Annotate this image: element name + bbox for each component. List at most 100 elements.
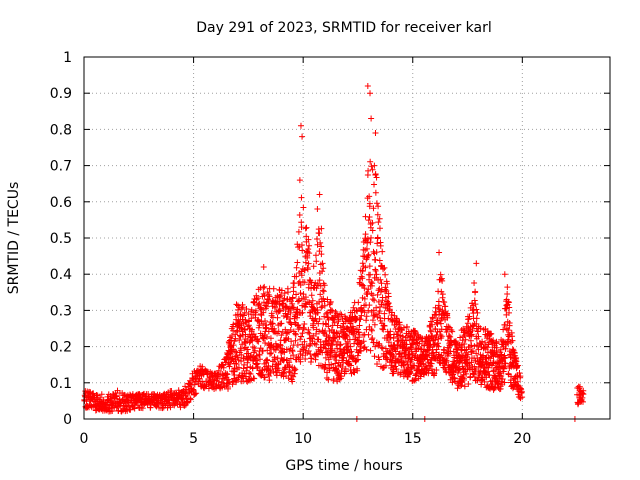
data-point <box>337 341 344 348</box>
data-point <box>372 130 379 137</box>
data-point <box>368 336 375 343</box>
data-point <box>298 272 305 279</box>
data-point <box>266 377 273 384</box>
data-point <box>256 300 263 307</box>
data-point <box>339 315 346 322</box>
data-point <box>321 302 328 309</box>
data-point <box>226 379 233 386</box>
data-point <box>316 248 323 255</box>
data-points <box>81 82 587 422</box>
data-point <box>471 280 478 287</box>
x-tick-label: 5 <box>189 431 198 447</box>
data-point <box>290 288 297 295</box>
data-point <box>168 387 175 394</box>
data-point <box>318 243 325 250</box>
data-point <box>400 324 407 331</box>
data-point <box>325 316 332 323</box>
data-point <box>407 332 414 339</box>
data-point <box>368 278 375 285</box>
data-point <box>474 309 481 316</box>
data-point <box>403 337 410 344</box>
data-point <box>372 189 379 196</box>
data-point <box>324 296 331 303</box>
data-point <box>375 203 382 210</box>
data-point <box>305 326 312 333</box>
data-point <box>323 375 330 382</box>
data-point <box>347 343 354 350</box>
data-point <box>310 263 317 270</box>
data-point <box>377 303 384 310</box>
data-point <box>266 293 273 300</box>
data-point <box>247 377 254 384</box>
chart-title: Day 291 of 2023, SRMTID for receiver kar… <box>196 20 492 36</box>
data-point <box>325 323 332 330</box>
data-point <box>332 360 339 367</box>
data-point <box>367 239 374 246</box>
data-point <box>376 356 383 363</box>
data-point <box>193 390 200 397</box>
data-point <box>358 312 365 319</box>
data-point <box>242 373 249 380</box>
data-point <box>241 326 248 333</box>
data-point <box>220 364 227 371</box>
data-point <box>278 332 285 339</box>
data-point <box>327 300 334 307</box>
data-point <box>236 337 243 344</box>
data-point <box>297 290 304 297</box>
data-point <box>371 312 378 319</box>
y-tick-label: 0.6 <box>50 195 72 211</box>
data-point <box>338 373 345 380</box>
data-point <box>182 383 189 390</box>
data-point <box>375 219 382 226</box>
data-point <box>228 337 235 344</box>
data-point <box>372 343 379 350</box>
data-point <box>380 266 387 273</box>
y-tick-label: 1 <box>63 50 72 66</box>
data-point <box>262 325 269 332</box>
data-point <box>362 231 369 238</box>
data-point <box>577 383 584 390</box>
data-point <box>334 322 341 329</box>
data-point <box>300 326 307 333</box>
data-point <box>332 334 339 341</box>
data-point <box>473 315 480 322</box>
data-point <box>373 200 380 207</box>
data-point <box>357 348 364 355</box>
data-point <box>316 230 323 237</box>
data-point <box>403 341 410 348</box>
data-point <box>343 332 350 339</box>
data-point <box>329 342 336 349</box>
data-point <box>297 122 304 129</box>
data-point <box>365 331 372 338</box>
data-point <box>238 358 245 365</box>
data-point <box>322 364 329 371</box>
data-point <box>298 241 305 248</box>
data-point <box>277 307 284 314</box>
data-point <box>269 320 276 327</box>
data-point <box>384 280 391 287</box>
data-point <box>282 326 289 333</box>
data-point <box>289 347 296 354</box>
data-point <box>437 276 444 283</box>
data-point <box>219 361 226 368</box>
data-point <box>287 369 294 376</box>
data-point <box>215 367 222 374</box>
data-point <box>367 271 374 278</box>
data-point <box>381 264 388 271</box>
data-point <box>328 347 335 354</box>
data-point <box>265 291 272 298</box>
data-point <box>377 276 384 283</box>
data-point <box>372 256 379 263</box>
data-point <box>355 356 362 363</box>
data-point <box>364 291 371 298</box>
y-tick-label: 0 <box>63 412 72 428</box>
data-point <box>283 330 290 337</box>
data-point <box>274 314 281 321</box>
data-point <box>261 283 268 290</box>
data-point <box>368 327 375 334</box>
y-tick-label: 0.4 <box>50 267 72 283</box>
data-point <box>361 285 368 292</box>
data-point <box>313 285 320 292</box>
data-point <box>313 341 320 348</box>
